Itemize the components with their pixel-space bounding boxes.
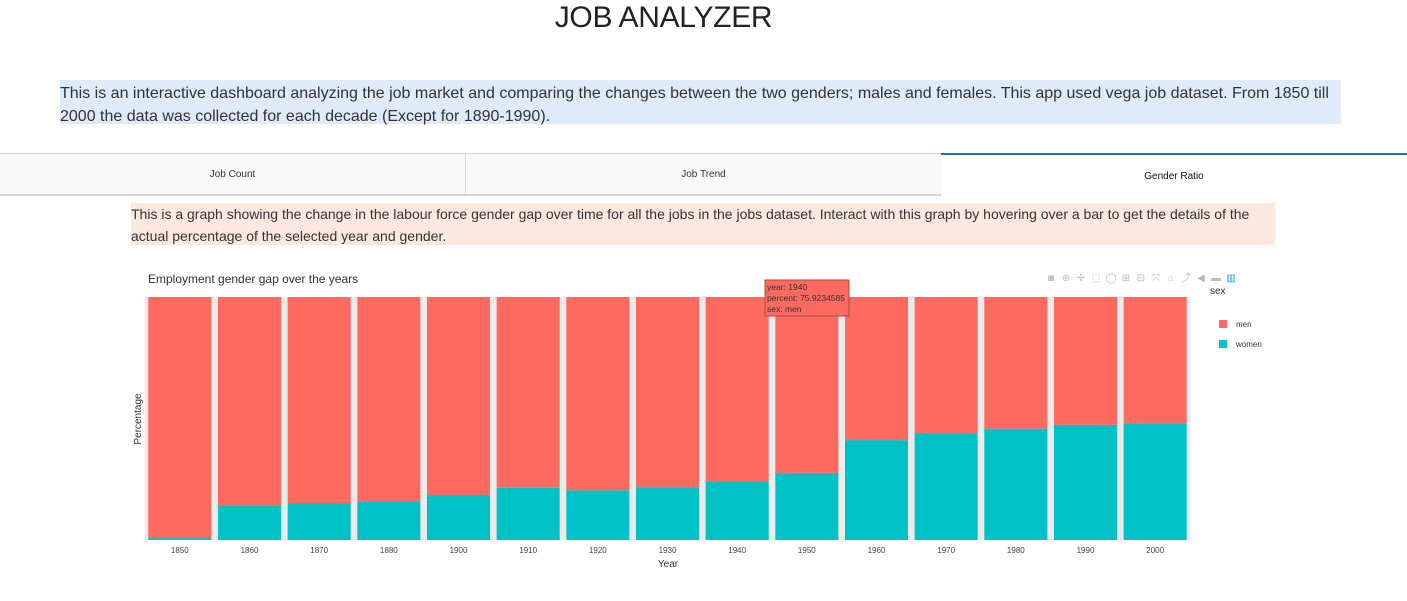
legend-title: sex — [1210, 286, 1226, 297]
bar-men-1940[interactable] — [705, 297, 769, 482]
legend-label-men[interactable]: men — [1236, 320, 1252, 329]
bar-women-1900[interactable] — [426, 495, 491, 540]
legend-swatch-men[interactable] — [1219, 320, 1227, 328]
bar-women-1950[interactable] — [775, 472, 839, 540]
tab-job-trend[interactable]: Job Trend — [465, 153, 942, 195]
bar-men-1900[interactable] — [426, 297, 491, 496]
pan-icon[interactable]: ✢ — [1076, 273, 1086, 284]
intro-text: This is an interactive dashboard analyzi… — [60, 80, 1341, 125]
spike-lines-icon[interactable]: ⤴ — [1181, 273, 1191, 284]
autoscale-icon[interactable]: ⤧ — [1152, 273, 1160, 284]
bar-women-1940[interactable] — [705, 481, 769, 540]
bar-men-1850[interactable] — [148, 297, 212, 539]
bar-women-1970[interactable] — [914, 433, 978, 540]
lasso-icon[interactable]: ◯ — [1105, 273, 1117, 284]
x-tick-label: 1870 — [310, 546, 328, 555]
tooltip-line: percent: 75.9234585 — [767, 293, 845, 303]
tab-bar: Job Count Job Trend Gender Ratio — [0, 153, 1407, 197]
x-ticks: 1850 1860 1870 1880 1900 1910 1920 1930 1940 1950… — [171, 546, 1165, 555]
bar-men-1960[interactable] — [844, 297, 909, 441]
x-tick-label: 1910 — [519, 546, 537, 555]
closest-hover-icon[interactable]: ▬ — [1211, 273, 1221, 284]
x-tick-label: 1940 — [728, 546, 746, 555]
zoom-icon[interactable]: ⊕ — [1061, 273, 1071, 284]
x-tick-label: 1930 — [659, 546, 677, 555]
bar-women-1870[interactable] — [287, 503, 351, 540]
chart-title: Employment gender gap over the years — [148, 272, 358, 286]
bar-men-1860[interactable] — [217, 297, 282, 506]
x-tick-label: 1900 — [450, 546, 468, 555]
legend-swatch-women[interactable] — [1219, 340, 1227, 348]
tooltip-box — [764, 279, 850, 317]
bar-men-1910[interactable] — [496, 297, 560, 488]
bar-women-1880[interactable] — [357, 501, 421, 540]
bar-women-1980[interactable] — [984, 428, 1048, 540]
bar-women-1930[interactable] — [635, 487, 700, 540]
box-select-icon[interactable]: ⬚ — [1091, 273, 1101, 284]
x-axis-label: Year — [658, 559, 679, 570]
x-tick-label: 1860 — [241, 546, 259, 555]
y-axis-label: Percentage — [133, 393, 144, 445]
chart-description: This is a graph showing the change in th… — [131, 203, 1275, 245]
tooltip-line: year: 1940 — [767, 282, 807, 292]
x-tick-label: 1950 — [798, 546, 816, 555]
bar-men-1930[interactable] — [635, 297, 700, 488]
bar-men-1990[interactable] — [1053, 297, 1118, 425]
bar-men-1980[interactable] — [984, 297, 1048, 429]
x-tick-label: 1960 — [868, 546, 886, 555]
compare-hover-icon[interactable]: ◀ — [1197, 273, 1205, 284]
bar-men-2000[interactable] — [1123, 297, 1187, 424]
bar-men-1870[interactable] — [287, 297, 351, 504]
bar-men-1970[interactable] — [914, 297, 978, 434]
zoom-out-icon[interactable]: ⊟ — [1136, 273, 1146, 284]
page-title: JOB ANALYZER — [554, 1, 773, 34]
bar-men-1950[interactable] — [775, 297, 839, 473]
bar-women-1850[interactable] — [148, 538, 212, 540]
x-tick-label: 1980 — [1007, 546, 1025, 555]
x-tick-label: 1970 — [937, 546, 955, 555]
tab-job-count[interactable]: Job Count — [0, 153, 466, 195]
bar-women-1910[interactable] — [496, 487, 560, 540]
bars-group — [145, 297, 1190, 540]
legend-label-women[interactable]: women — [1235, 340, 1262, 349]
bar-women-1960[interactable] — [844, 440, 909, 540]
legend: sex men women — [1210, 286, 1262, 349]
zoom-in-icon[interactable]: ⊞ — [1121, 273, 1131, 284]
bar-women-1920[interactable] — [566, 490, 630, 540]
tooltip-line: sex: men — [767, 304, 802, 314]
x-tick-label: 1920 — [589, 546, 607, 555]
x-tick-label: 2000 — [1146, 546, 1164, 555]
bar-women-1990[interactable] — [1053, 424, 1118, 540]
bar-women-2000[interactable] — [1123, 423, 1187, 540]
reset-axes-icon[interactable]: ⌂ — [1167, 273, 1175, 284]
camera-icon[interactable]: ◙ — [1047, 273, 1055, 284]
x-tick-label: 1880 — [380, 546, 398, 555]
tab-divider — [0, 195, 941, 196]
plotly-logo-icon[interactable]: ▥ — [1226, 273, 1236, 284]
x-tick-label: 1850 — [171, 546, 189, 555]
bar-men-1880[interactable] — [357, 297, 421, 502]
x-tick-label: 1990 — [1077, 546, 1095, 555]
bar-women-1860[interactable] — [217, 505, 282, 540]
bar-men-1920[interactable] — [566, 297, 630, 491]
plot-modebar: ◙ ⊕ ✢ ⬚ ◯ ⊞ ⊟ ⤧ ⌂ ⤴ ◀ ▬ ▥ — [1045, 272, 1275, 286]
tab-gender-ratio[interactable]: Gender Ratio — [941, 153, 1407, 197]
